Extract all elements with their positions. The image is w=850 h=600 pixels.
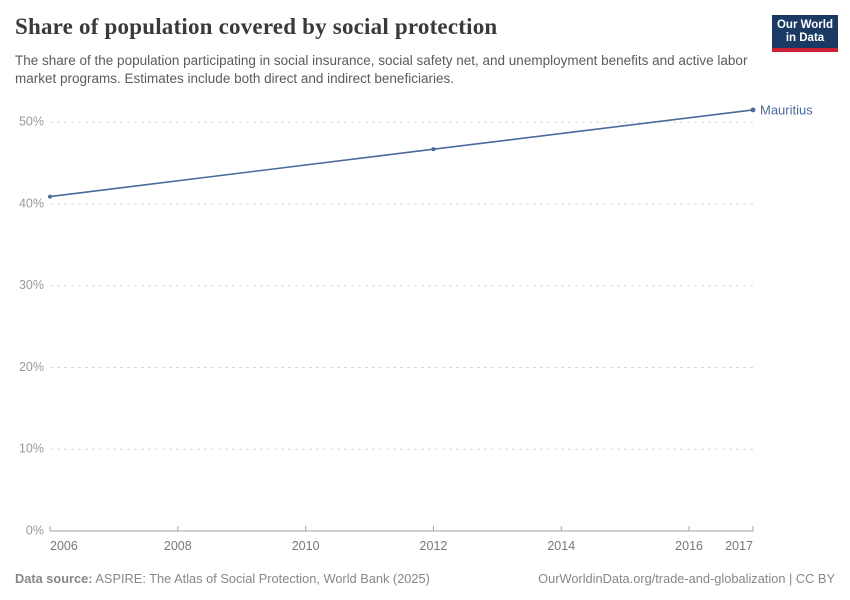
x-tick-label: 2006 <box>50 539 78 553</box>
chart-subtitle: The share of the population participatin… <box>15 53 748 86</box>
chart-footer: Data source: ASPIRE: The Atlas of Social… <box>15 571 835 586</box>
y-tick-label: 0% <box>26 523 44 537</box>
data-source-label: Data source: <box>15 571 93 586</box>
y-tick-label: 30% <box>19 278 44 292</box>
data-point[interactable] <box>48 194 52 199</box>
owid-logo-line2: in Data <box>785 32 825 44</box>
y-tick-label: 40% <box>19 196 44 210</box>
data-point[interactable] <box>750 107 756 113</box>
x-tick-label: 2010 <box>292 539 320 553</box>
series-label-mauritius[interactable]: Mauritius <box>760 102 813 117</box>
y-tick-label: 50% <box>19 114 44 128</box>
data-source: Data source: ASPIRE: The Atlas of Social… <box>15 571 430 586</box>
data-source-text: ASPIRE: The Atlas of Social Protection, … <box>92 571 430 586</box>
x-tick-label: 2008 <box>164 539 192 553</box>
x-tick-label: 2012 <box>420 539 448 553</box>
attribution: OurWorldinData.org/trade-and-globalizati… <box>538 571 835 586</box>
x-tick-label: 2014 <box>547 539 575 553</box>
x-tick-label: 2017 <box>725 539 753 553</box>
owid-logo-line1: Our World <box>776 19 833 31</box>
chart-title: Share of population covered by social pr… <box>15 14 498 39</box>
x-tick-label: 2016 <box>675 539 703 553</box>
owid-logo[interactable]: Our World in Data <box>772 15 838 52</box>
data-point[interactable] <box>431 147 436 152</box>
y-tick-label: 10% <box>19 442 44 456</box>
series-line-mauritius[interactable] <box>49 109 754 198</box>
y-tick-label: 20% <box>19 360 44 374</box>
